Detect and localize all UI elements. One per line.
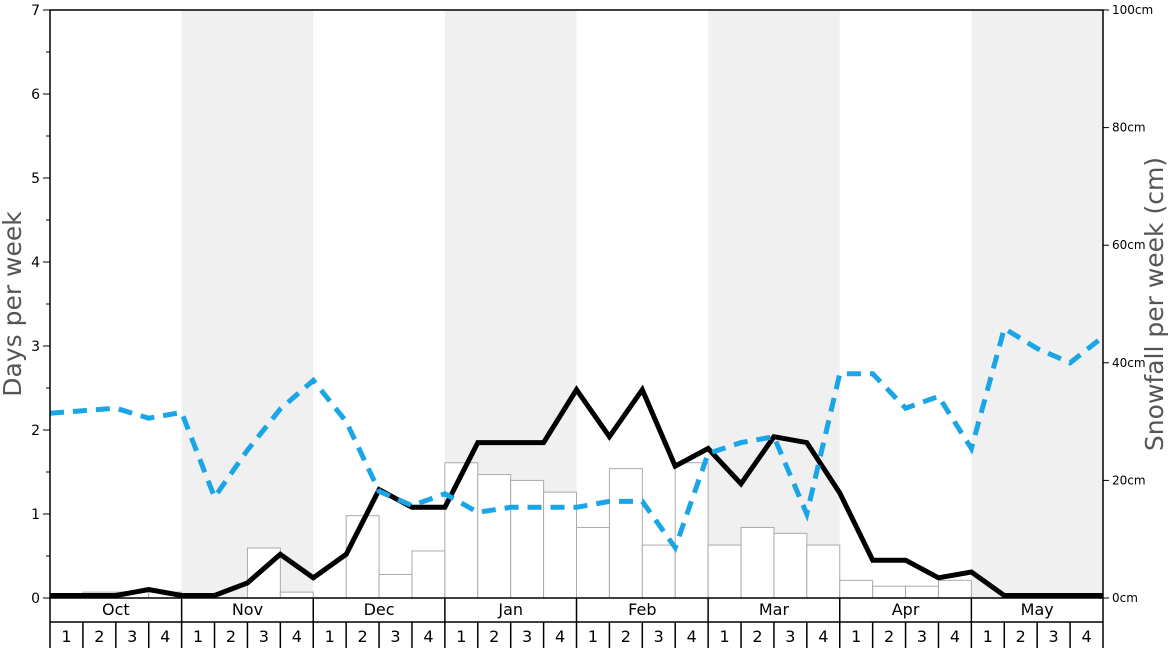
month-label: Mar	[759, 600, 790, 619]
week-label: 2	[752, 627, 762, 646]
snowfall-bar	[872, 585, 907, 599]
week-label-row: 1 2 3 4 1 2 3 4 1 2 3 4 1 2 3 4 1 2 3 4 1 2 3 4 1 2 3 4 1 2 3 4	[49, 622, 1104, 648]
left-tick-label: 2	[31, 423, 40, 439]
snowfall-bar	[740, 526, 775, 599]
week-label: 2	[489, 627, 499, 646]
week-label: 2	[1016, 627, 1026, 646]
month-band-mar	[708, 10, 840, 598]
snowfall-bar	[806, 544, 841, 599]
right-tick-label: 80cm	[1112, 121, 1146, 135]
snowfall-bar	[576, 526, 610, 599]
week-label: 4	[292, 627, 302, 646]
left-tick-label: 6	[31, 87, 40, 103]
week-label: 4	[555, 627, 565, 646]
right-axis: 0cm 20cm 40cm 60cm 80cm 100cm	[1103, 3, 1153, 605]
snowfall-bar	[773, 532, 808, 599]
right-axis-title: Snowfall per week (cm)	[1140, 157, 1168, 451]
month-label-row: Oct Nov Dec Jan Feb Mar Apr May	[49, 598, 1104, 623]
week-label: 3	[522, 627, 532, 646]
right-tick-label: 0cm	[1112, 591, 1138, 605]
left-tick-label: 3	[31, 339, 40, 355]
left-axis: 0 1 2 3 4 5 6 7	[31, 3, 50, 607]
week-label: 1	[588, 627, 598, 646]
week-label: 2	[94, 627, 104, 646]
week-label: 1	[456, 627, 466, 646]
left-axis-title: Days per week	[0, 211, 27, 397]
snowfall-bar	[345, 515, 380, 599]
week-label: 4	[423, 627, 433, 646]
week-label: 2	[226, 627, 236, 646]
week-label: 3	[917, 627, 927, 646]
dashed-series-line	[49, 324, 1105, 553]
month-band-may	[971, 10, 1103, 598]
month-label: Dec	[364, 600, 395, 619]
snowfall-bar	[937, 579, 972, 599]
week-label: 1	[983, 627, 993, 646]
month-label: Jan	[497, 600, 523, 619]
week-label: 2	[621, 627, 631, 646]
week-label: 4	[1081, 627, 1091, 646]
snowfall-bar	[477, 474, 512, 599]
month-label: Apr	[892, 600, 920, 619]
week-label: 3	[127, 627, 137, 646]
snowfall-bar	[641, 544, 676, 599]
snowfall-bar	[378, 573, 413, 599]
right-tick-label: 100cm	[1112, 3, 1153, 17]
month-label: Oct	[102, 600, 130, 619]
snowfall-bar	[510, 479, 545, 599]
week-label: 4	[818, 627, 828, 646]
snowfall-bar	[608, 468, 643, 599]
month-label: Nov	[232, 600, 263, 619]
snowfall-bar	[411, 550, 446, 599]
solid-series-line	[50, 384, 1103, 598]
week-label: 4	[160, 627, 170, 646]
week-label: 3	[259, 627, 269, 646]
right-tick-label: 40cm	[1112, 356, 1146, 370]
snowfall-bar	[444, 462, 479, 599]
left-tick-label: 0	[31, 591, 40, 607]
month-bands	[181, 10, 1103, 598]
week-label: 1	[61, 627, 71, 646]
month-label: May	[1021, 600, 1054, 619]
week-label: 2	[884, 627, 894, 646]
week-label: 1	[719, 627, 729, 646]
week-label: 3	[390, 627, 400, 646]
snowfall-bar	[905, 585, 939, 599]
left-tick-label: 1	[31, 507, 40, 523]
week-label: 1	[325, 627, 335, 646]
series-lines	[49, 324, 1105, 598]
week-label: 1	[851, 627, 861, 646]
week-label: 3	[1049, 627, 1059, 646]
left-tick-label: 5	[31, 171, 40, 187]
right-tick-label: 60cm	[1112, 238, 1146, 252]
left-tick-label: 7	[31, 3, 40, 19]
week-label: 3	[654, 627, 664, 646]
snowfall-bar	[839, 579, 874, 599]
week-label: 1	[193, 627, 203, 646]
snowfall-bar	[279, 591, 314, 599]
left-tick-label: 4	[31, 255, 40, 271]
month-band-nov	[181, 10, 314, 598]
right-tick-label: 20cm	[1112, 473, 1146, 487]
week-label: 3	[785, 627, 795, 646]
week-label: 4	[687, 627, 697, 646]
week-label: 4	[950, 627, 960, 646]
week-label: 2	[358, 627, 368, 646]
month-label: Feb	[628, 600, 656, 619]
snowfall-bar	[707, 544, 742, 599]
